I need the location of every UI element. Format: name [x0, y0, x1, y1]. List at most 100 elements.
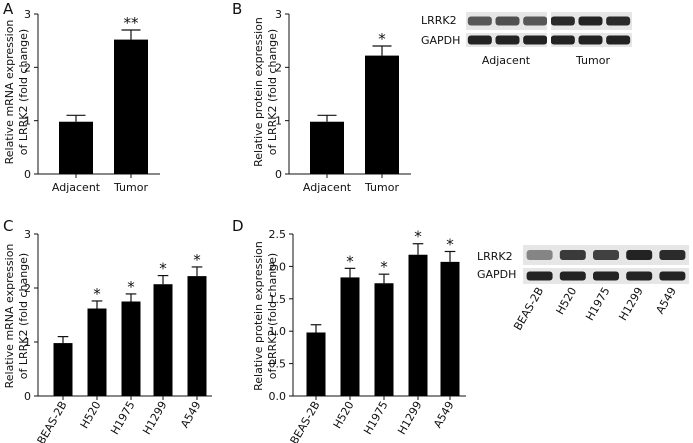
blot-lane-label: H1299	[616, 285, 645, 323]
gapdh-band	[526, 271, 553, 281]
gapdh-band	[578, 35, 603, 45]
y-axis-label: Relative protein expression	[252, 17, 265, 167]
bar-a549	[187, 276, 207, 396]
lrrk2-band	[626, 250, 653, 260]
bar-beas-2b	[53, 343, 73, 396]
y-tick-label: 2	[275, 61, 282, 74]
gapdh-band	[606, 35, 631, 45]
lrrk2-band	[578, 16, 603, 26]
blot-row-label: GAPDH	[421, 34, 460, 47]
panel-letter: C	[3, 217, 13, 235]
bar-h520	[87, 308, 107, 396]
lrrk2-band	[559, 250, 586, 260]
gapdh-band	[523, 35, 548, 45]
blot-group-label: Tumor	[575, 54, 610, 67]
y-tick-label: 3	[24, 228, 31, 241]
bar-h520	[340, 277, 360, 396]
y-tick-label: 0.5	[269, 358, 287, 371]
blot-lane-label: H520	[553, 285, 579, 317]
category-label: H520	[331, 399, 357, 431]
y-tick-label: 2	[24, 61, 31, 74]
panel-letter: D	[232, 217, 244, 235]
y-tick-label: 3	[24, 8, 31, 21]
y-axis-label: Relative protein expression	[252, 241, 265, 391]
y-tick-label: 1.5	[269, 293, 287, 306]
panel-d: D 0.0 0.5 1.0 1.5 2.0 2.5 Relative protein expr…	[232, 217, 466, 443]
y-tick-label: 1	[275, 115, 282, 128]
y-tick-label: 0	[275, 168, 282, 181]
significance-marker: *	[93, 285, 101, 303]
bar-tumor	[114, 39, 148, 174]
panel-c: C 0 1 2 3 Relative mRNA expression of LRRK2 (f…	[3, 217, 212, 443]
panel-a: A 0 1 2 3 Relative mRNA expression of LRRK2 (f…	[3, 0, 160, 194]
y-tick-label: 1.0	[269, 325, 287, 338]
category-label: H1975	[361, 399, 390, 437]
significance-marker: **	[124, 14, 140, 32]
gapdh-band	[495, 35, 520, 45]
lrrk2-band	[606, 16, 631, 26]
lrrk2-band	[467, 16, 492, 26]
bar-adjacent	[310, 121, 344, 174]
y-tick-label: 1	[24, 336, 31, 349]
western-blot-cell-lines: LRRK2 GAPDH BEAS-2B H520 H1975 H1299 A549	[477, 245, 689, 333]
significance-marker: *	[346, 252, 354, 270]
y-tick-label: 0.0	[269, 390, 287, 403]
panel-letter: A	[3, 0, 14, 18]
y-axis-label: Relative mRNA expression	[3, 244, 16, 389]
y-tick-label: 1	[24, 115, 31, 128]
category-label: H1975	[108, 399, 137, 437]
category-label: A549	[178, 399, 204, 430]
blot-row-label: LRRK2	[477, 250, 513, 263]
lrrk2-band	[495, 16, 520, 26]
bar-tumor	[365, 55, 399, 174]
bar-beas-2b	[306, 332, 326, 396]
category-label: Adjacent	[303, 181, 352, 194]
gapdh-band	[626, 271, 653, 281]
lrrk2-band	[523, 16, 548, 26]
gapdh-band	[593, 271, 619, 281]
category-label: Tumor	[364, 181, 399, 194]
significance-marker: *	[446, 235, 454, 253]
blot-gap	[547, 10, 551, 50]
gapdh-band	[559, 271, 586, 281]
bar-h1975	[121, 301, 141, 396]
significance-marker: *	[414, 228, 422, 246]
category-label: H1299	[395, 399, 424, 437]
y-axis-label: of LRRK2 (fold change)	[266, 253, 279, 379]
gapdh-band	[550, 35, 575, 45]
bar-adjacent	[59, 121, 93, 174]
bar-h1299	[408, 254, 428, 396]
significance-marker: *	[378, 30, 386, 48]
significance-marker: *	[159, 260, 167, 278]
significance-marker: *	[193, 251, 201, 269]
lrrk2-band	[659, 250, 686, 260]
blot-lane-label: H1975	[583, 285, 612, 323]
y-axis-label: of LRRK2 (fold change)	[17, 253, 30, 379]
category-label: H1299	[140, 399, 169, 437]
category-label: BEAS-2B	[288, 399, 323, 443]
blot-group-label: Adjacent	[482, 54, 531, 67]
y-tick-label: 2	[24, 282, 31, 295]
y-tick-label: 2.5	[269, 228, 287, 241]
y-tick-label: 2.0	[269, 260, 287, 273]
y-axis-label: of LRRK2 (fold change)	[266, 29, 279, 155]
y-axis-label: of LRRK2 (fold change)	[17, 29, 30, 155]
y-tick-label: 0	[24, 390, 31, 403]
y-tick-label: 0	[24, 168, 31, 181]
panel-letter: B	[232, 0, 242, 18]
category-label: H520	[78, 399, 104, 431]
category-label: BEAS-2B	[35, 399, 70, 443]
bar-h1975	[374, 283, 394, 396]
blot-row-label: GAPDH	[477, 268, 516, 281]
gapdh-band	[467, 35, 492, 45]
blot-lane-label: A549	[653, 285, 679, 316]
lrrk2-band	[593, 250, 619, 260]
y-tick-label: 3	[275, 8, 282, 21]
bar-h1299	[153, 284, 173, 396]
y-axis-label: Relative mRNA expression	[3, 20, 16, 165]
gapdh-band	[659, 271, 686, 281]
panel-b: B 0 1 2 3 Relative protein expression of LRRK2…	[232, 0, 411, 194]
lrrk2-band	[526, 250, 553, 260]
significance-marker: *	[380, 258, 388, 276]
